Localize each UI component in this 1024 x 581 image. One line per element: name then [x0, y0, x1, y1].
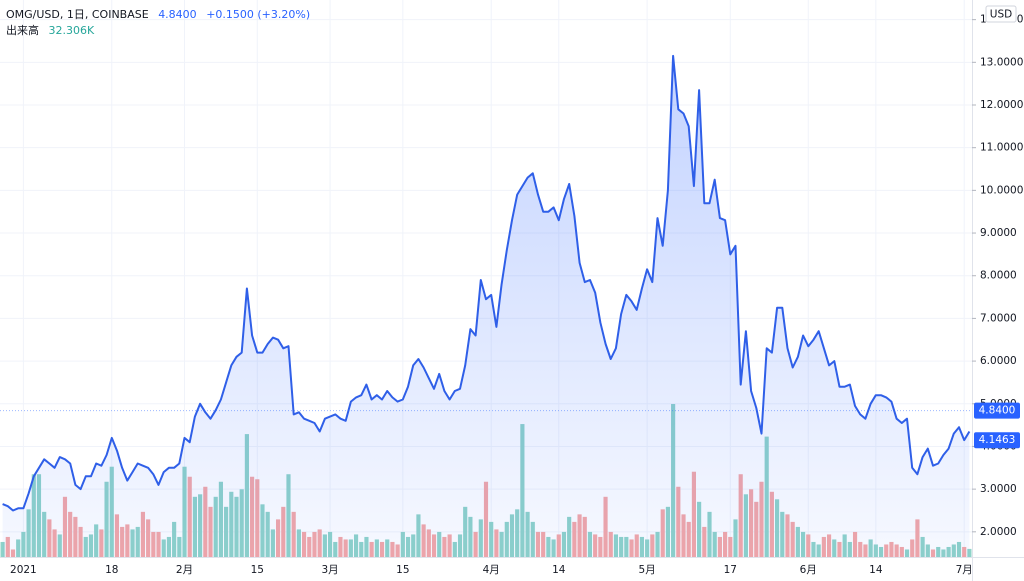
x-tick-label: 4月: [483, 564, 500, 576]
volume-value: 32.306K: [48, 24, 95, 37]
price-label: 4.8400: [979, 405, 1016, 417]
area-fill: [2, 55, 970, 558]
header: OMG/USD, 1日, COINBASE 4.8400 +0.1500 (+3…: [6, 6, 316, 22]
y-tick-label: 7.0000: [980, 312, 1017, 324]
y-tick-label: 2.0000: [980, 526, 1017, 538]
x-tick-label: 7月: [956, 564, 973, 576]
y-tick-label: 6.0000: [980, 355, 1017, 367]
y-tick-label: 13.0000: [980, 56, 1023, 68]
x-tick-label: 5月: [639, 564, 656, 576]
price-label-box: [974, 402, 1020, 419]
x-tick-label: 15: [396, 564, 409, 576]
currency: USD: [990, 9, 1012, 21]
x-tick-label: 2月: [176, 564, 193, 576]
symbol[interactable]: OMG/USD, 1日, COINBASE: [6, 8, 149, 21]
y-tick-label: 9.0000: [980, 227, 1017, 239]
volume-name: 出来高: [6, 24, 39, 37]
x-tick-label: 6月: [800, 564, 817, 576]
y-tick-label: 10.0000: [980, 184, 1023, 196]
currency-box[interactable]: [985, 5, 1017, 23]
x-tick-label: 3月: [321, 564, 338, 576]
last-price: 4.8400: [158, 8, 197, 21]
x-tick-label: 14: [869, 564, 883, 576]
price-change: +0.1500 (+3.20%): [206, 8, 311, 21]
x-tick-label: 17: [724, 564, 737, 576]
price-label-box: [974, 432, 1020, 449]
y-tick-label: 11.0000: [980, 142, 1023, 154]
volume-header: 出来高 32.306K: [6, 22, 100, 38]
x-tick-label: 15: [251, 564, 264, 576]
x-tick-label: 14: [552, 564, 566, 576]
x-tick-label: 18: [105, 564, 118, 576]
price-line: [2, 54, 971, 512]
y-tick-label: 3.0000: [980, 483, 1017, 495]
y-tick-label: 12.0000: [980, 99, 1023, 111]
volume-bar: [0, 541, 5, 557]
price-label: 4.1463: [979, 434, 1016, 446]
x-tick-label: 2021: [10, 564, 37, 576]
y-tick-label: 8.0000: [980, 270, 1017, 282]
